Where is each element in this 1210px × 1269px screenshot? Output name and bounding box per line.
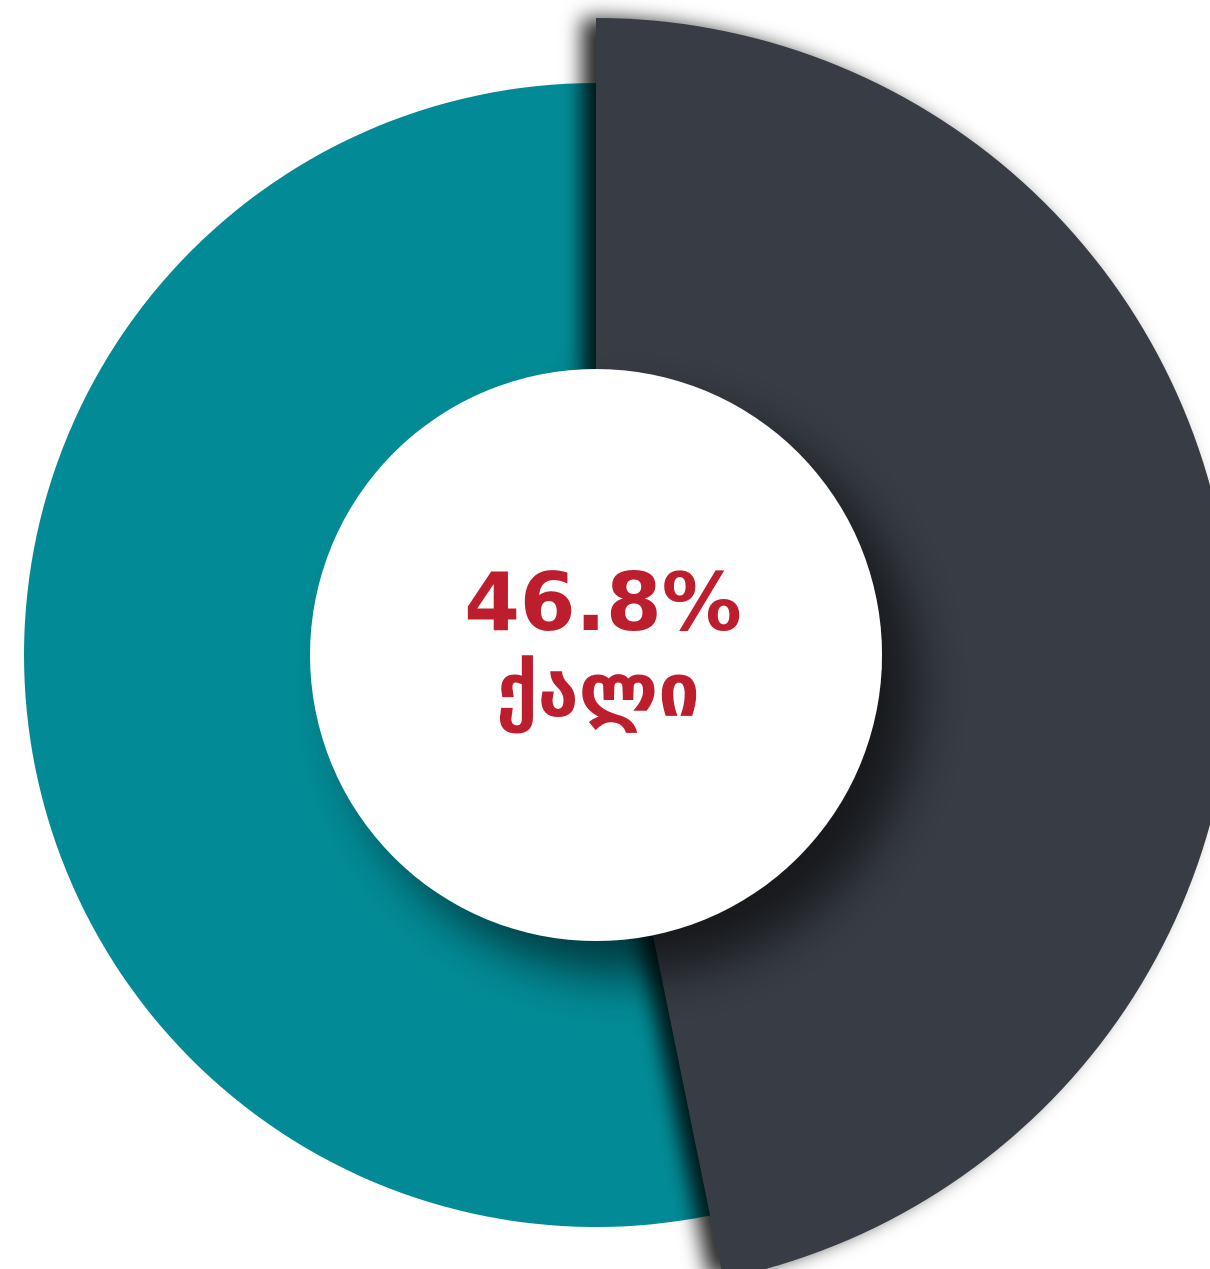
center-value-label: 46.8% (464, 556, 742, 649)
center-category-label: ქალი (496, 648, 700, 734)
slice-highlighted (596, 18, 1210, 1269)
donut-hole (310, 369, 882, 941)
